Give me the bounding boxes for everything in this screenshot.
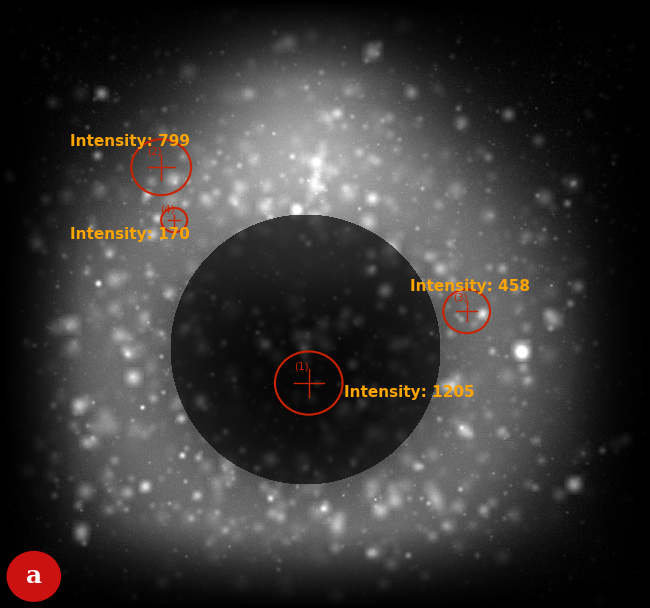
Text: a: a bbox=[26, 564, 42, 589]
Circle shape bbox=[6, 551, 61, 602]
Text: (4): (4) bbox=[161, 204, 175, 214]
Text: (3): (3) bbox=[453, 293, 467, 303]
Text: (2): (2) bbox=[148, 147, 162, 157]
Text: (1): (1) bbox=[294, 362, 308, 371]
Text: Intensity: 170: Intensity: 170 bbox=[70, 227, 190, 241]
Text: Intensity: 458: Intensity: 458 bbox=[410, 280, 530, 294]
Text: Intensity: 799: Intensity: 799 bbox=[70, 134, 190, 148]
Text: Intensity: 1205: Intensity: 1205 bbox=[344, 385, 475, 399]
